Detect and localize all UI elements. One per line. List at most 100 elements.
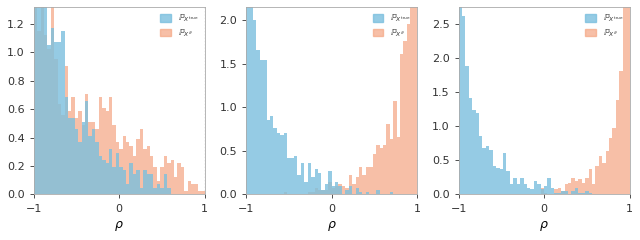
Bar xyxy=(356,177,359,194)
Bar xyxy=(133,174,136,194)
Bar xyxy=(572,178,575,194)
Bar xyxy=(102,160,106,194)
Bar xyxy=(106,111,109,194)
Bar xyxy=(369,167,372,194)
Bar xyxy=(483,148,486,194)
Bar xyxy=(311,192,314,194)
Bar xyxy=(561,191,564,194)
Bar xyxy=(102,108,106,194)
Bar xyxy=(468,98,472,194)
Bar xyxy=(339,184,342,194)
Bar xyxy=(407,24,410,194)
Bar xyxy=(564,185,568,194)
Bar xyxy=(61,31,65,194)
Bar xyxy=(273,128,277,194)
Bar xyxy=(157,180,160,194)
Bar xyxy=(339,186,342,194)
Bar xyxy=(143,170,147,194)
Bar xyxy=(346,190,349,194)
Bar xyxy=(616,100,620,194)
Bar xyxy=(184,191,188,194)
Bar xyxy=(328,171,332,194)
Bar xyxy=(387,124,390,194)
Bar xyxy=(82,122,85,194)
Bar xyxy=(541,189,544,194)
Bar xyxy=(403,41,407,194)
Bar xyxy=(85,94,88,194)
Bar xyxy=(109,149,113,194)
Bar xyxy=(257,50,260,194)
Bar xyxy=(564,191,568,194)
Bar xyxy=(136,170,140,194)
Bar xyxy=(308,192,311,194)
Bar xyxy=(359,192,362,194)
Bar xyxy=(493,166,496,194)
Bar xyxy=(585,178,589,194)
Bar xyxy=(188,180,191,194)
Bar xyxy=(537,185,541,194)
Bar xyxy=(335,186,339,194)
X-axis label: $\rho$: $\rho$ xyxy=(115,219,124,233)
Bar xyxy=(335,182,339,194)
Bar xyxy=(160,187,164,194)
Bar xyxy=(160,167,164,194)
Bar xyxy=(595,166,599,194)
Bar xyxy=(506,171,510,194)
Bar xyxy=(524,185,527,194)
Bar xyxy=(568,183,572,194)
Bar xyxy=(500,169,503,194)
Bar xyxy=(544,186,547,194)
Bar xyxy=(390,139,393,194)
Bar xyxy=(136,139,140,194)
Bar xyxy=(133,156,136,194)
Bar xyxy=(143,149,147,194)
Bar xyxy=(51,7,54,194)
Bar xyxy=(376,190,380,194)
Bar xyxy=(324,184,328,194)
Bar xyxy=(37,31,40,194)
Bar xyxy=(126,184,129,194)
Bar xyxy=(308,162,311,194)
Bar xyxy=(410,0,413,194)
Bar xyxy=(321,190,324,194)
Bar xyxy=(503,153,506,194)
Bar xyxy=(380,148,383,194)
Bar xyxy=(609,138,612,194)
Bar xyxy=(531,189,534,194)
Bar xyxy=(34,0,37,194)
Bar xyxy=(119,167,123,194)
Bar xyxy=(99,156,102,194)
Bar xyxy=(393,101,397,194)
Bar xyxy=(88,122,92,194)
Bar xyxy=(88,136,92,194)
Bar xyxy=(516,185,520,194)
Bar xyxy=(51,28,54,194)
Bar xyxy=(557,188,561,194)
Bar xyxy=(164,174,167,194)
Bar xyxy=(294,156,298,194)
Bar xyxy=(37,0,40,194)
Bar xyxy=(589,193,592,194)
Bar xyxy=(47,45,51,194)
Bar xyxy=(150,156,154,194)
Bar xyxy=(328,182,332,194)
Bar xyxy=(342,186,346,194)
Bar xyxy=(359,167,362,194)
Bar xyxy=(202,191,205,194)
Bar xyxy=(582,183,585,194)
Bar xyxy=(575,181,579,194)
Bar xyxy=(95,143,99,194)
Bar xyxy=(65,97,68,194)
Bar xyxy=(167,163,170,194)
Bar xyxy=(78,143,82,194)
Bar xyxy=(154,167,157,194)
Bar xyxy=(332,188,335,194)
Bar xyxy=(92,129,95,194)
Bar xyxy=(123,170,126,194)
Bar xyxy=(99,97,102,194)
Bar xyxy=(332,186,335,194)
X-axis label: $\rho$: $\rho$ xyxy=(327,219,337,233)
Bar xyxy=(352,184,356,194)
Bar xyxy=(383,145,387,194)
Bar xyxy=(78,111,82,194)
